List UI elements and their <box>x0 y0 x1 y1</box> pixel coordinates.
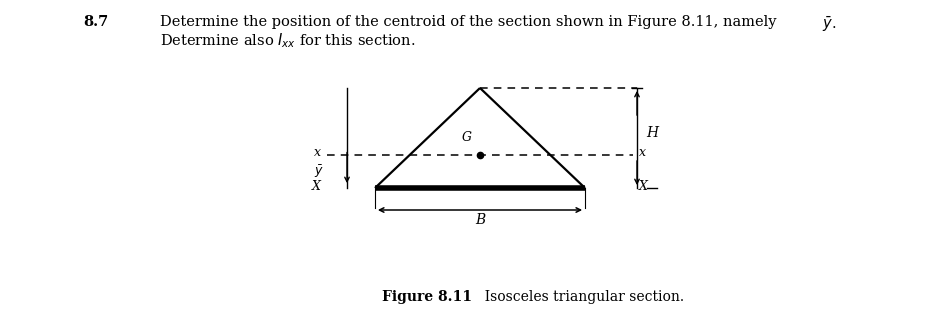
Text: G: G <box>462 131 471 144</box>
Text: $\bar{y}$: $\bar{y}$ <box>313 163 324 179</box>
Text: Determine the position of the centroid of the section shown in Figure 8.11, name: Determine the position of the centroid o… <box>160 15 781 29</box>
Text: H: H <box>646 126 657 140</box>
Text: B: B <box>475 213 484 227</box>
Text: 8.7: 8.7 <box>83 15 109 29</box>
Text: X: X <box>312 180 321 194</box>
Text: Determine also $I_{xx}$ for this section.: Determine also $I_{xx}$ for this section… <box>160 31 415 50</box>
Text: x: x <box>638 146 646 159</box>
Text: Figure 8.11: Figure 8.11 <box>381 290 471 304</box>
Text: $\bar{y}$.: $\bar{y}$. <box>821 15 835 34</box>
Text: Isosceles triangular section.: Isosceles triangular section. <box>476 290 683 304</box>
Text: x: x <box>313 146 321 159</box>
Text: X: X <box>638 180 648 194</box>
